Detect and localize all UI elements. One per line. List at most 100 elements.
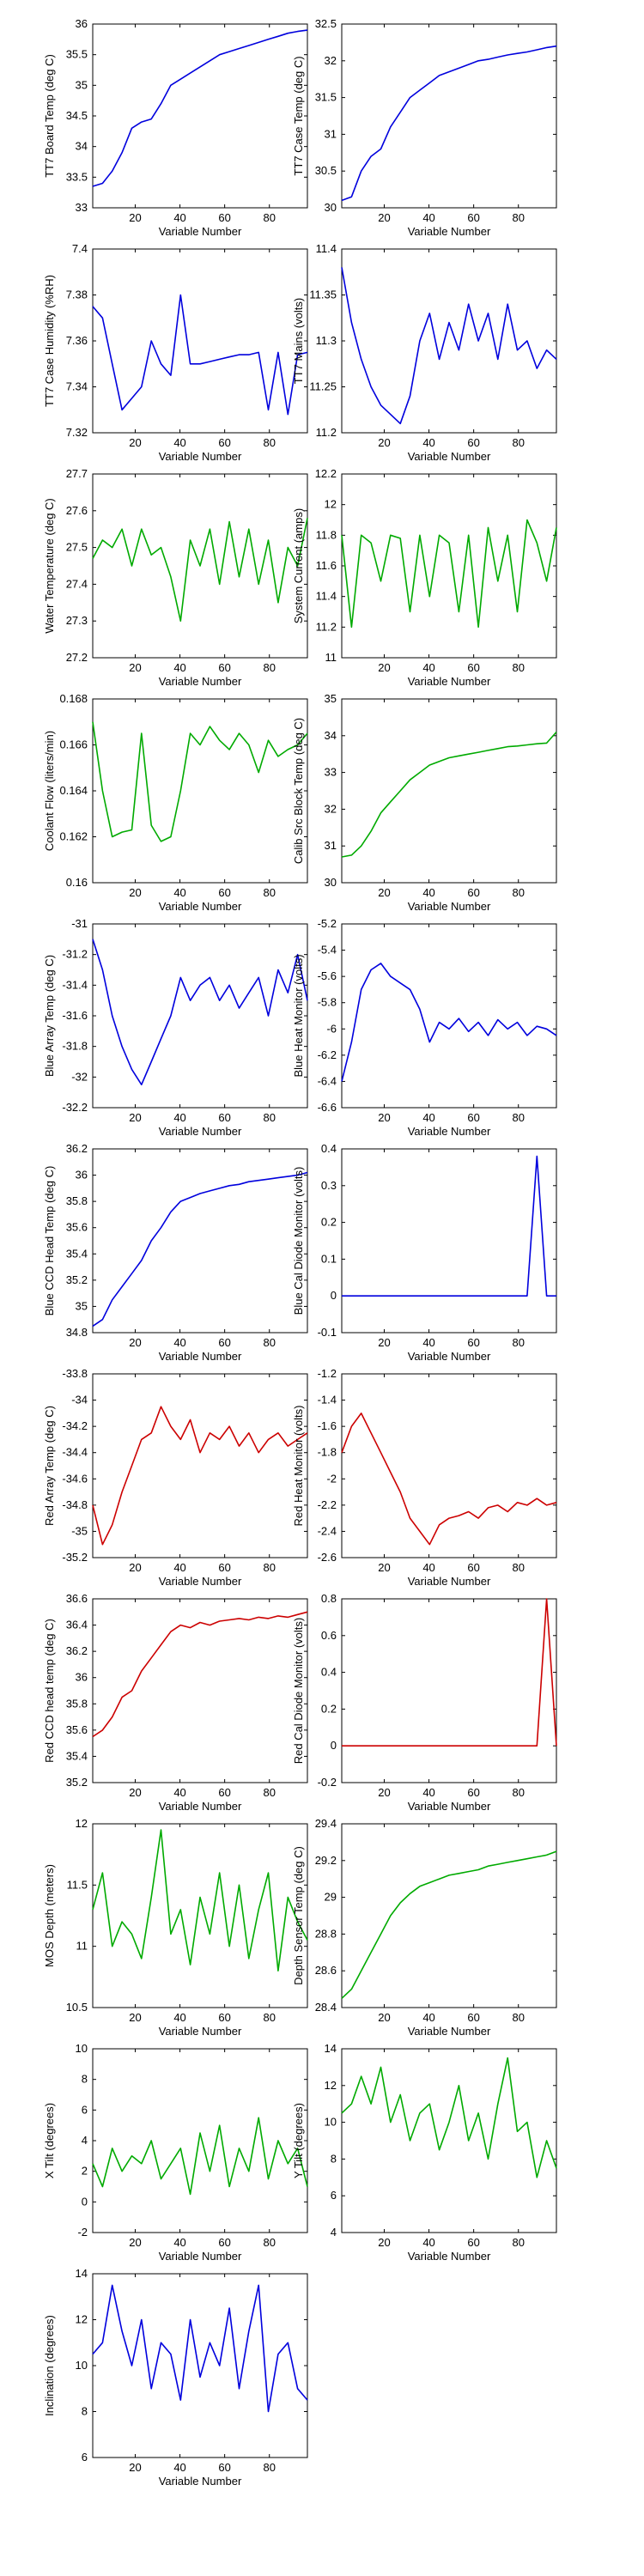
y-tick-label: 8	[82, 2073, 88, 2086]
y-tick-label: 8	[82, 2405, 88, 2418]
data-series-line	[92, 294, 308, 416]
y-tick-label: -2.4	[318, 1524, 337, 1537]
y-tick-label: 11.25	[309, 380, 337, 393]
y-tick-label: 11.4	[316, 242, 337, 255]
x-tick-label: 80	[512, 2011, 524, 2024]
y-axis-label: TT7 Case Temp (deg C)	[292, 56, 305, 175]
plot-frame	[341, 248, 557, 434]
x-tick-label: 80	[512, 1111, 524, 1124]
chart-panel: 20 40 60 80 -2.6 -2.4 -2.2 -2 -1.8 -1.6 -1.4 -1.2 Va…	[292, 1367, 557, 1588]
data-series-line	[92, 29, 308, 187]
x-tick-label: 40	[173, 2011, 185, 2024]
data-series-line	[92, 1829, 308, 1971]
x-tick-label: 80	[512, 886, 524, 899]
y-tick-label: 12	[76, 2313, 88, 2326]
y-tick-label: 31	[325, 839, 337, 852]
y-tick-label: -31.2	[62, 948, 88, 961]
x-tick-label: 60	[218, 886, 230, 899]
y-tick-label: 0.1	[321, 1252, 337, 1265]
y-tick-label: -2	[77, 2226, 88, 2239]
plot-frame	[341, 473, 557, 659]
x-tick-label: 40	[422, 211, 434, 224]
chart-panel: 20 40 60 80 6 8 10 12 14 Variable Number Inclinati…	[43, 2267, 308, 2488]
y-tick-label: 0.6	[321, 1629, 337, 1642]
y-tick-label: -2	[326, 1472, 337, 1485]
y-tick-label: -32	[71, 1070, 88, 1083]
x-tick-label: 20	[378, 661, 390, 674]
x-tick-label: 60	[467, 1786, 479, 1799]
x-tick-label: 20	[129, 1336, 141, 1349]
y-tick-label: 0.3	[321, 1179, 337, 1192]
y-tick-label: 30	[325, 876, 337, 889]
plot-frame	[92, 248, 308, 434]
plot-frame	[92, 2048, 308, 2233]
y-tick-label: 7.36	[66, 334, 88, 347]
y-axis-label: Red CCD head temp (deg C)	[43, 1619, 56, 1763]
y-tick-label: 36.2	[66, 1142, 88, 1155]
x-tick-label: 40	[173, 1561, 185, 1574]
x-tick-label: 60	[218, 2236, 230, 2249]
x-tick-label: 80	[263, 886, 275, 899]
x-tick-label: 20	[378, 2236, 390, 2249]
y-tick-label: 10	[325, 2116, 337, 2129]
x-tick-label: 40	[422, 436, 434, 449]
y-tick-label: 34.5	[66, 109, 88, 122]
x-axis-label: Variable Number	[408, 1575, 491, 1588]
x-tick-label: 20	[378, 1111, 390, 1124]
y-tick-label: -32.2	[62, 1101, 88, 1114]
plot-frame	[92, 923, 308, 1109]
y-tick-label: 35	[76, 1299, 88, 1312]
x-axis-label: Variable Number	[159, 1575, 242, 1588]
x-tick-label: 40	[422, 1111, 434, 1124]
x-tick-label: 60	[218, 2011, 230, 2024]
y-tick-label: 14	[76, 2267, 88, 2280]
x-axis-label: Variable Number	[159, 1350, 242, 1363]
y-tick-label: 0.2	[321, 1216, 337, 1229]
x-tick-label: 60	[467, 2236, 479, 2249]
plot-frame	[92, 698, 308, 884]
x-tick-label: 80	[263, 436, 275, 449]
chart-panel: 20 40 60 80 28.4 28.6 28.8 29 29.2 29.4 Variable N…	[292, 1817, 557, 2038]
y-tick-label: 0.2	[321, 1702, 337, 1715]
y-tick-label: 27.4	[66, 577, 88, 590]
x-axis-label: Variable Number	[408, 900, 491, 913]
y-tick-label: 0	[331, 1739, 337, 1752]
x-tick-label: 80	[263, 2011, 275, 2024]
y-axis-label: Calib Src Block Temp (deg C)	[292, 718, 305, 864]
y-tick-label: 35	[76, 78, 88, 91]
y-tick-label: 35.4	[66, 1749, 88, 1762]
plot-frame	[92, 1148, 308, 1334]
x-tick-label: 20	[129, 886, 141, 899]
y-tick-label: -6.6	[318, 1101, 337, 1114]
x-tick-label: 80	[263, 2461, 275, 2474]
y-tick-label: -5.6	[318, 969, 337, 982]
y-tick-label: -1.8	[318, 1446, 337, 1459]
y-tick-label: 10.5	[66, 2001, 88, 2014]
y-tick-label: 31	[325, 127, 337, 140]
x-tick-label: 80	[263, 1561, 275, 1574]
data-series-line	[92, 2117, 308, 2196]
data-series-line	[341, 45, 557, 202]
y-tick-label: -34	[71, 1394, 88, 1406]
x-tick-label: 20	[378, 886, 390, 899]
y-axis-label: Blue Cal Diode Monitor (volts)	[292, 1167, 305, 1315]
plot-frame	[92, 1373, 308, 1558]
y-tick-label: 35.8	[66, 1697, 88, 1710]
plot-frame	[92, 473, 308, 659]
x-tick-label: 20	[129, 2236, 141, 2249]
y-tick-label: 33	[325, 766, 337, 779]
y-axis-label: TT7 Case Humidity (%RH)	[43, 275, 56, 407]
y-tick-label: 36	[76, 17, 88, 30]
y-tick-label: 0.162	[59, 830, 88, 843]
y-tick-label: 33	[76, 201, 88, 214]
data-series-line	[342, 1155, 556, 1297]
y-tick-label: 34	[325, 729, 337, 742]
plot-frame	[92, 23, 308, 209]
y-tick-label: 10	[76, 2042, 88, 2055]
data-series-line	[341, 2057, 557, 2178]
x-axis-label: Variable Number	[408, 225, 491, 238]
chart-panel: 20 40 60 80 33 33.5 34 34.5 35 35.5 36 Variable Num…	[43, 17, 308, 238]
data-series-line	[92, 1406, 308, 1546]
y-tick-label: 11.6	[316, 559, 337, 572]
